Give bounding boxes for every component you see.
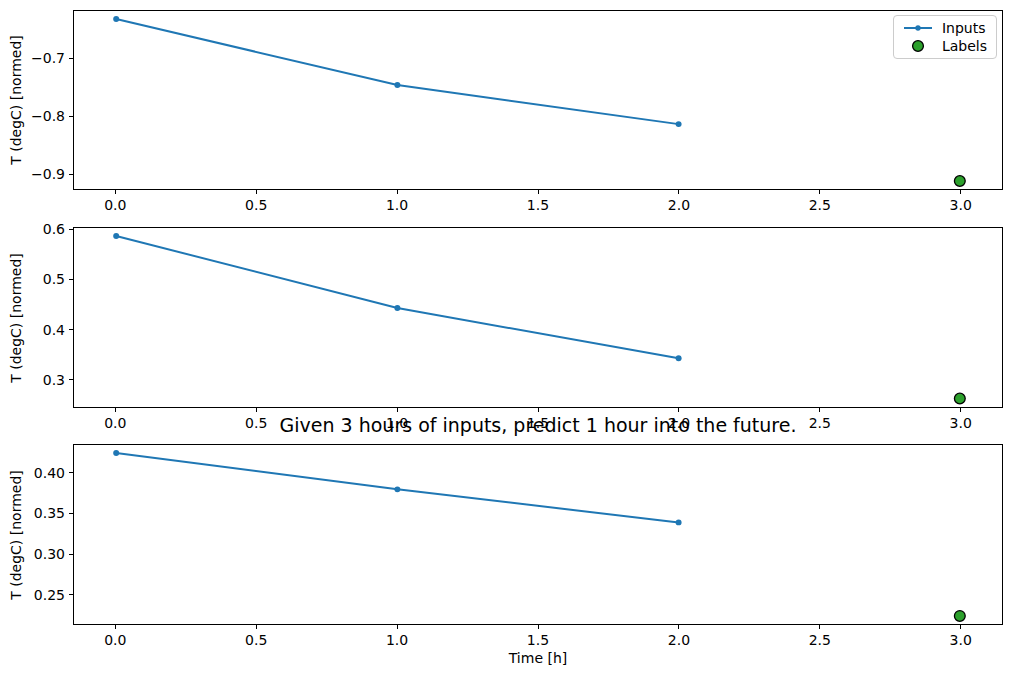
x-tick-label: 3.0 (950, 633, 972, 647)
x-tick-mark (819, 190, 820, 194)
x-tick-mark (538, 408, 539, 412)
x-tick-label: 1.5 (527, 198, 549, 212)
subplot-3-axes (73, 444, 1003, 625)
x-tick-label: 2.5 (809, 633, 831, 647)
y-axis-label: T (degC) [normed] (8, 35, 24, 165)
input-point-marker (676, 355, 682, 361)
x-tick-label: 0.5 (245, 416, 267, 430)
y-axis-label: T (degC) [normed] (8, 470, 24, 600)
input-point-marker (113, 233, 119, 239)
input-point-marker (394, 305, 400, 311)
y-tick-label: 0.4 (43, 323, 65, 337)
input-point-marker (113, 450, 119, 456)
x-tick-mark (678, 190, 679, 194)
y-tick-mark (69, 513, 73, 514)
y-tick-mark (69, 58, 73, 59)
x-tick-label: 0.5 (245, 633, 267, 647)
subplot-3-plot (74, 445, 1002, 624)
x-tick-mark (678, 408, 679, 412)
x-tick-label: 2.0 (668, 633, 690, 647)
y-tick-mark (69, 329, 73, 330)
x-tick-mark (819, 625, 820, 629)
input-point-marker (394, 82, 400, 88)
inputs-line (116, 19, 678, 124)
x-tick-label: 1.5 (527, 633, 549, 647)
x-tick-mark (538, 190, 539, 194)
x-tick-mark (960, 190, 961, 194)
y-tick-label: 0.25 (34, 588, 65, 602)
x-tick-label: 2.5 (809, 416, 831, 430)
legend-item: Inputs (903, 20, 987, 36)
inputs-line (116, 236, 678, 358)
x-tick-mark (819, 408, 820, 412)
x-tick-label: 0.0 (104, 633, 126, 647)
y-tick-mark (69, 229, 73, 230)
input-point-marker (676, 121, 682, 127)
input-point-marker (676, 519, 682, 525)
y-tick-label: 0.3 (43, 373, 65, 387)
x-tick-mark (960, 408, 961, 412)
subplot-1-axes (73, 10, 1003, 190)
input-point-marker (113, 16, 119, 22)
labels-scatter-point (954, 176, 965, 187)
x-tick-mark (115, 408, 116, 412)
legend-circle (913, 41, 924, 52)
x-tick-label: 3.0 (950, 198, 972, 212)
x-tick-mark (960, 625, 961, 629)
y-tick-mark (69, 174, 73, 175)
x-axis-label: Time [h] (509, 651, 568, 665)
y-tick-mark (69, 554, 73, 555)
y-tick-label: −0.9 (31, 167, 65, 181)
y-tick-label: 0.40 (34, 466, 65, 480)
legend-line-dot (915, 25, 920, 30)
circle-icon (903, 38, 933, 54)
y-axis-label: T (degC) [normed] (8, 253, 24, 383)
line-dot-icon (903, 20, 933, 36)
y-tick-label: 0.30 (34, 547, 65, 561)
x-tick-mark (115, 190, 116, 194)
y-tick-mark (69, 116, 73, 117)
y-tick-mark (69, 379, 73, 380)
subplot-2-plot (74, 228, 1002, 407)
labels-scatter-point (954, 393, 965, 404)
x-tick-label: 0.0 (104, 416, 126, 430)
x-tick-mark (538, 625, 539, 629)
x-tick-mark (397, 408, 398, 412)
subplot-title: Given 3 hours of inputs, predict 1 hour … (280, 414, 797, 437)
x-tick-label: 2.5 (809, 198, 831, 212)
matplotlib-figure: 0.0 0.5 1.0 1.5 2.0 2.5 3.0 −0.7 −0.8 −0.9 T (degC… (0, 0, 1012, 679)
x-tick-mark (256, 625, 257, 629)
legend-label: Inputs (942, 20, 986, 36)
y-tick-mark (69, 472, 73, 473)
x-tick-label: 1.0 (386, 633, 408, 647)
subplot-2-axes (73, 227, 1003, 408)
legend-box: Inputs Labels (893, 15, 997, 59)
y-tick-label: 0.35 (34, 506, 65, 520)
x-tick-label: 1.0 (386, 198, 408, 212)
x-tick-mark (115, 625, 116, 629)
x-tick-mark (397, 625, 398, 629)
x-tick-mark (256, 408, 257, 412)
subplot-1-plot (74, 11, 1002, 189)
x-tick-mark (678, 625, 679, 629)
y-tick-label: 0.6 (43, 222, 65, 236)
y-tick-mark (69, 594, 73, 595)
y-tick-label: −0.8 (31, 109, 65, 123)
y-tick-label: 0.5 (43, 272, 65, 286)
x-tick-label: 2.0 (668, 198, 690, 212)
x-tick-mark (397, 190, 398, 194)
input-point-marker (394, 486, 400, 492)
legend-label: Labels (942, 38, 987, 54)
x-tick-label: 0.0 (104, 198, 126, 212)
x-tick-label: 0.5 (245, 198, 267, 212)
y-tick-mark (69, 279, 73, 280)
labels-scatter-point (954, 611, 965, 622)
y-tick-label: −0.7 (31, 51, 65, 65)
legend-item: Labels (903, 38, 987, 54)
x-tick-mark (256, 190, 257, 194)
x-tick-label: 3.0 (950, 416, 972, 430)
